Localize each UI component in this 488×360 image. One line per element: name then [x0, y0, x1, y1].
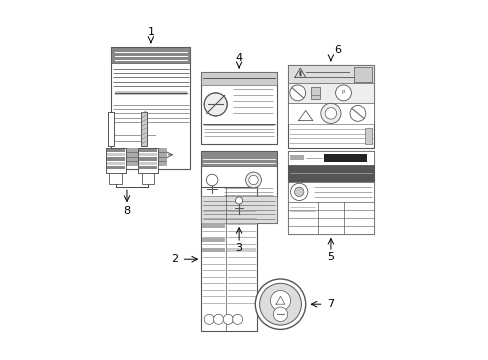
Bar [115, 91, 186, 95]
Text: 5: 5 [327, 252, 334, 262]
Bar [287, 182, 373, 202]
Circle shape [213, 314, 223, 324]
Bar [287, 202, 373, 234]
Bar [107, 166, 124, 169]
Bar [141, 112, 146, 146]
Bar [323, 154, 366, 162]
Bar [108, 112, 114, 146]
Text: 7: 7 [326, 299, 334, 309]
Circle shape [335, 85, 351, 101]
Bar [287, 103, 373, 124]
Bar [107, 162, 124, 165]
Bar [107, 149, 124, 152]
Circle shape [255, 279, 305, 329]
Circle shape [325, 108, 336, 119]
Circle shape [289, 85, 305, 101]
Text: 8: 8 [123, 206, 130, 216]
Circle shape [206, 174, 218, 186]
Circle shape [349, 105, 365, 121]
Bar [111, 47, 190, 63]
Circle shape [259, 283, 301, 325]
Bar [202, 238, 225, 242]
Text: P: P [341, 90, 345, 95]
Bar [201, 72, 276, 85]
Bar [142, 173, 154, 184]
Bar [111, 148, 166, 166]
Circle shape [204, 93, 227, 116]
Bar [139, 153, 157, 156]
Bar [107, 157, 124, 161]
Circle shape [294, 187, 303, 197]
Circle shape [235, 197, 242, 204]
Bar [202, 223, 225, 228]
Text: 3: 3 [235, 243, 242, 253]
Circle shape [245, 172, 261, 188]
Bar [201, 151, 276, 166]
Bar [354, 67, 371, 82]
Bar [287, 65, 373, 83]
Bar [287, 165, 373, 182]
Circle shape [223, 314, 233, 324]
Circle shape [248, 175, 258, 185]
Circle shape [270, 291, 290, 311]
Bar [201, 196, 276, 223]
Text: 4: 4 [235, 53, 242, 63]
Bar [287, 151, 373, 165]
Bar [201, 72, 276, 144]
Circle shape [273, 307, 287, 321]
Circle shape [204, 314, 214, 324]
Bar [111, 47, 190, 169]
Bar [310, 87, 320, 99]
Circle shape [232, 314, 242, 324]
Bar [139, 157, 157, 161]
Bar [201, 151, 276, 223]
Text: 1: 1 [147, 27, 154, 37]
Bar [365, 128, 371, 144]
Bar [106, 148, 125, 173]
Bar [227, 248, 256, 252]
Circle shape [290, 183, 307, 201]
Bar [289, 155, 303, 160]
Bar [287, 83, 373, 103]
Text: 6: 6 [334, 45, 341, 55]
Circle shape [320, 103, 340, 123]
Bar [138, 148, 158, 173]
Bar [287, 151, 373, 234]
Text: 2: 2 [170, 254, 178, 264]
Bar [139, 149, 157, 152]
Bar [202, 248, 225, 252]
Bar [139, 166, 157, 169]
Bar [107, 153, 124, 156]
Bar [201, 187, 257, 331]
Bar [139, 162, 157, 165]
Bar [109, 173, 122, 184]
Bar [287, 65, 373, 148]
